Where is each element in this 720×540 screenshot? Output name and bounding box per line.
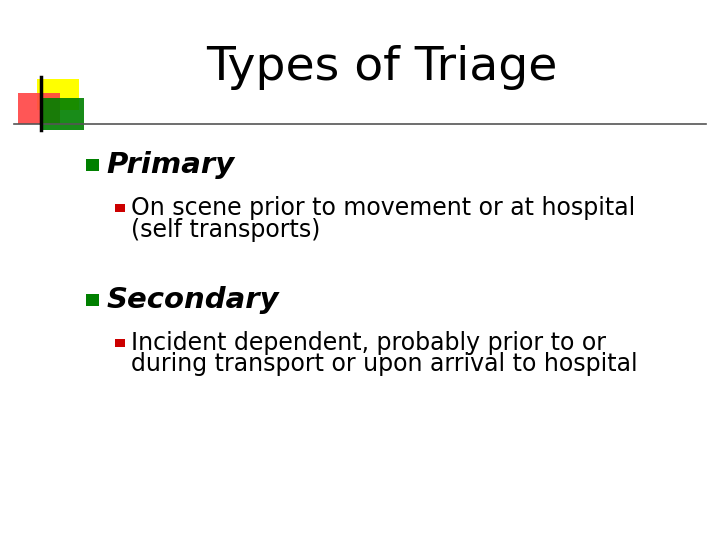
- Text: Primary: Primary: [107, 151, 235, 179]
- Text: (self transports): (self transports): [131, 218, 320, 241]
- Text: On scene prior to movement or at hospital: On scene prior to movement or at hospita…: [131, 196, 635, 220]
- Text: Secondary: Secondary: [107, 286, 279, 314]
- Text: Incident dependent, probably prior to or: Incident dependent, probably prior to or: [131, 331, 606, 355]
- Text: Types of Triage: Types of Triage: [206, 45, 557, 90]
- Text: during transport or upon arrival to hospital: during transport or upon arrival to hosp…: [131, 353, 638, 376]
